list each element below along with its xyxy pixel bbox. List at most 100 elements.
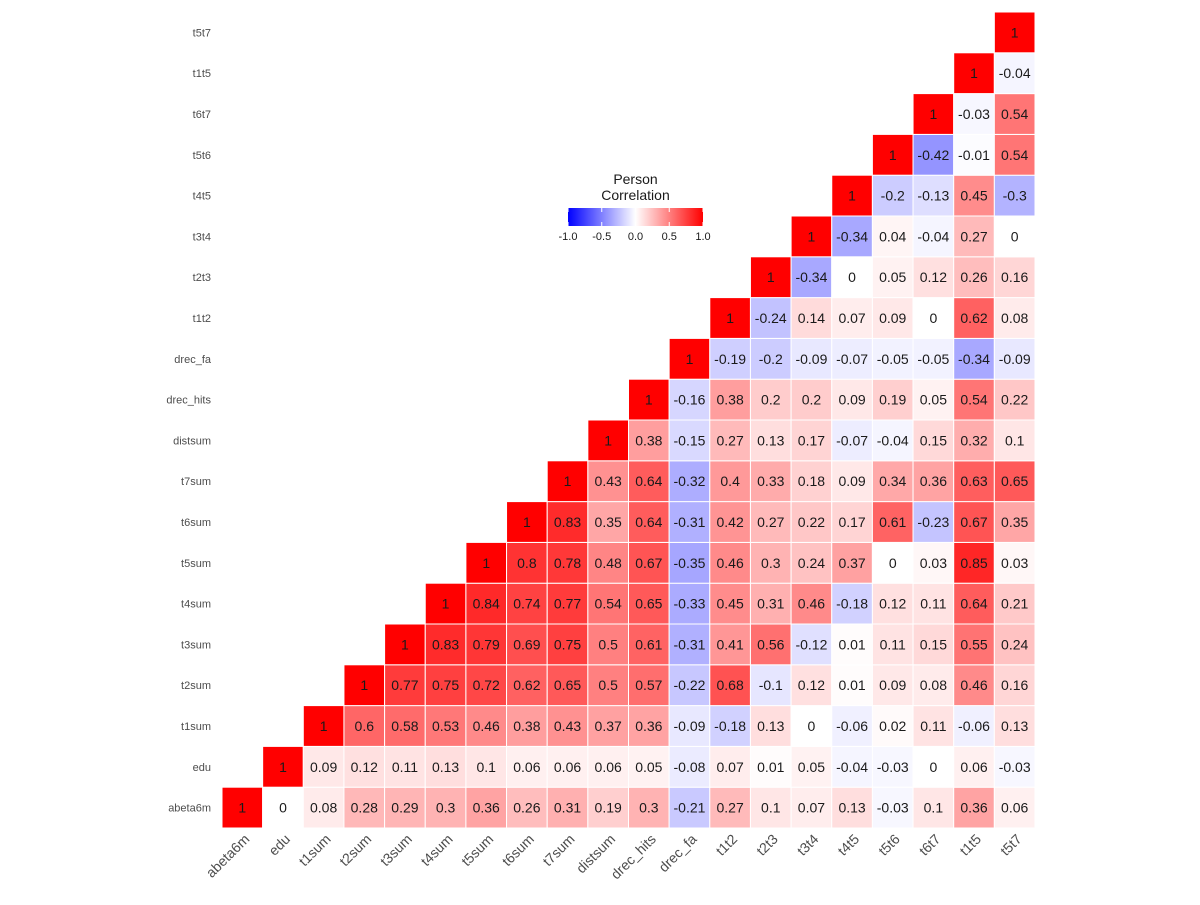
cell-value-label-abeta6m-drec_hits: 0.3: [639, 800, 659, 816]
heatmap-cell-t6sum-t6sum: [506, 501, 548, 543]
cell-value-label-t1sum-distsum: 0.37: [595, 718, 622, 734]
cell-value-label-drec_fa-drec_fa: 1: [686, 351, 694, 367]
cell-value-label-t6sum-distsum: 0.35: [595, 514, 622, 530]
cell-value-label-t4sum-t4t5: -0.18: [836, 596, 868, 612]
heatmap-cell-abeta6m-edu: [262, 786, 304, 829]
y-axis-labels: abeta6m edu t1sum t2sum t3sum t4sum t5sum t6sum…: [166, 27, 212, 814]
x-tick-label-drec_fa: drec_fa: [655, 831, 699, 875]
heatmap-cell-abeta6m-t4t5: [831, 786, 873, 829]
cell-value-label-t3sum-t5t6: 0.11: [880, 636, 906, 652]
cell-value-label-t1sum-t5t6: 0.02: [879, 718, 906, 734]
cell-value-label-drec_hits-drec_hits: 1: [645, 392, 653, 408]
cell-value-label-t2sum-t6sum: 0.62: [513, 677, 540, 693]
cell-value-label-abeta6m-t2t3: 0.1: [761, 800, 781, 816]
cell-value-label-t1t2-t3t4: 0.14: [798, 310, 825, 326]
cell-value-label-t3sum-t2t3: 0.56: [757, 636, 784, 652]
cell-value-label-t7sum-t2t3: 0.33: [757, 473, 784, 489]
cell-value-label-t5t6-t5t6: 1: [889, 147, 897, 163]
legend-colorbar: [568, 208, 703, 226]
cell-value-label-t3sum-t3t4: -0.12: [795, 636, 827, 652]
x-tick-label-t5t7: t5t7: [997, 831, 1025, 859]
heatmap-cell-t5sum-t6sum: [506, 541, 548, 584]
cell-value-label-edu-t6sum: 0.06: [513, 759, 540, 775]
heatmap-cell-t1sum-t5t6: [871, 705, 914, 747]
cell-value-label-t1sum-drec_fa: -0.09: [674, 718, 706, 734]
cell-value-label-t7sum-drec_hits: 0.64: [635, 473, 662, 489]
y-tick-label-t6sum: t6sum: [181, 517, 211, 529]
cell-value-label-distsum-t4t5: -0.07: [836, 432, 868, 448]
heatmap-cell-t4sum-t5t7: [993, 582, 1036, 625]
cell-value-label-drec_hits-t1t2: 0.38: [717, 392, 744, 408]
heatmap-cell-t6sum-t3t4: [790, 501, 833, 543]
heatmap-cell-t3sum-t7sum: [546, 623, 589, 666]
heatmap-cell-drec_hits-drec_hits: [628, 378, 670, 421]
cell-value-label-t5sum-drec_hits: 0.67: [635, 555, 662, 571]
cell-value-label-t1sum-t1t2: -0.18: [714, 718, 746, 734]
cell-value-label-t7sum-t1t5: 0.63: [960, 473, 987, 489]
heatmap-cell-t4sum-drec_hits: [628, 582, 670, 625]
heatmap-cell-t4sum-distsum: [587, 582, 629, 625]
cell-value-label-t5sum-t3t4: 0.24: [798, 555, 825, 571]
heatmap-cell-t2sum-t1t5: [953, 664, 995, 707]
legend-tick-label-4: 1.0: [695, 231, 710, 243]
cell-value-label-t2t3-t5t7: 0.16: [1001, 269, 1028, 285]
heatmap-cell-drec_hits-t1t5: [953, 378, 995, 421]
cell-value-label-abeta6m-abeta6m: 1: [238, 800, 246, 816]
x-tick-label-t4sum: t4sum: [417, 831, 455, 869]
cell-value-label-edu-drec_fa: -0.08: [674, 759, 706, 775]
x-tick-label-t2sum: t2sum: [336, 831, 374, 869]
y-tick-label-distsum: distsum: [173, 435, 211, 447]
cell-value-label-t2sum-t5t7: 0.16: [1001, 677, 1028, 693]
cell-value-label-t2sum-drec_fa: -0.22: [674, 677, 706, 693]
cell-value-label-drec_fa-t1t2: -0.19: [714, 351, 746, 367]
cell-value-label-t2sum-t4t5: 0.01: [838, 677, 865, 693]
cell-value-label-abeta6m-t5t7: 0.06: [1001, 800, 1028, 816]
cell-value-label-t1sum-t2sum: 0.6: [355, 718, 375, 734]
cell-value-label-edu-t4t5: -0.04: [836, 759, 868, 775]
cell-value-label-abeta6m-t3t4: 0.07: [798, 800, 825, 816]
heatmap-cell-t3sum-t3t4: [790, 623, 833, 666]
cell-value-label-edu-t1t2: 0.07: [717, 759, 744, 775]
cell-value-label-t7sum-t7sum: 1: [564, 473, 572, 489]
heatmap-cell-drec_hits-t3t4: [790, 378, 833, 421]
cell-value-label-abeta6m-t1sum: 0.08: [310, 800, 337, 816]
x-tick-label-t1t2: t1t2: [712, 831, 740, 859]
cell-value-label-t1sum-t3sum: 0.58: [391, 718, 418, 734]
heatmap-cell-t1sum-t4t5: [831, 705, 873, 747]
cell-value-label-t4sum-t5sum: 0.84: [473, 596, 500, 612]
heatmap-cell-t5sum-t5t6: [871, 541, 914, 584]
cell-value-label-t3t4-t6t7: -0.04: [917, 228, 949, 244]
cell-value-label-t3sum-t7sum: 0.75: [554, 636, 581, 652]
cell-value-label-t1sum-t3t4: 0: [808, 718, 816, 734]
heatmap-cell-t7sum-t1t5: [953, 460, 995, 503]
cell-value-label-t6sum-t1t5: 0.67: [960, 514, 987, 530]
cell-value-label-t4sum-t6t7: 0.11: [920, 596, 946, 612]
cell-value-label-t5sum-t5t6: 0: [889, 555, 897, 571]
heatmap-cell-t3sum-t3sum: [384, 623, 426, 666]
heatmap-cell-edu-t7sum: [546, 745, 589, 788]
cell-value-label-t3sum-drec_hits: 0.61: [635, 636, 662, 652]
heatmap-cell-distsum-drec_hits: [628, 419, 670, 462]
cell-value-label-distsum-drec_hits: 0.38: [635, 432, 662, 448]
cell-value-label-t1t2-t2t3: -0.24: [755, 310, 787, 326]
cell-value-label-t2sum-t5t6: 0.09: [879, 677, 906, 693]
cell-value-label-drec_fa-t1t5: -0.34: [958, 351, 990, 367]
heatmap-cell-t1t2-t2t3: [749, 297, 792, 339]
heatmap-cell-edu-t4t5: [831, 745, 873, 788]
heatmap-cell-t2sum-t3t4: [790, 664, 833, 707]
heatmap-cell-t6sum-t7sum: [546, 501, 589, 543]
cell-value-label-t6sum-t6sum: 1: [523, 514, 531, 530]
cell-value-label-t3sum-t4t5: 0.01: [838, 636, 865, 652]
cell-value-label-t7sum-t3t4: 0.18: [798, 473, 825, 489]
y-tick-label-t6t7: t6t7: [193, 109, 211, 121]
x-axis-labels: abeta6m edu t1sum t2sum t3sum t4sum t5sum t6sum…: [203, 831, 1025, 883]
cell-value-label-t1sum-t5t7: 0.13: [1001, 718, 1028, 734]
cell-value-label-edu-t1t5: 0.06: [960, 759, 987, 775]
cell-value-label-abeta6m-t3sum: 0.29: [391, 800, 418, 816]
heatmap-cell-abeta6m-t1t2: [709, 786, 751, 829]
cell-value-label-t3sum-t1t2: 0.41: [717, 636, 744, 652]
cell-value-label-t1t5-t1t5: 1: [970, 65, 978, 81]
heatmap-cell-t5t7-t5t7: [993, 11, 1036, 54]
cell-value-label-t6sum-t7sum: 0.83: [554, 514, 581, 530]
x-tick-label-t2t3: t2t3: [753, 831, 781, 859]
